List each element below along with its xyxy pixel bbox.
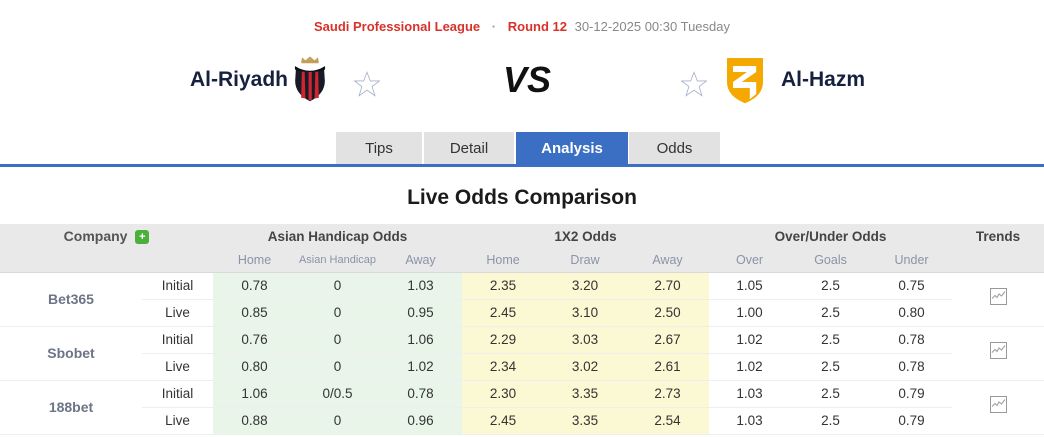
svg-text:RIYADH S.C.: RIYADH S.C. [303,67,318,70]
